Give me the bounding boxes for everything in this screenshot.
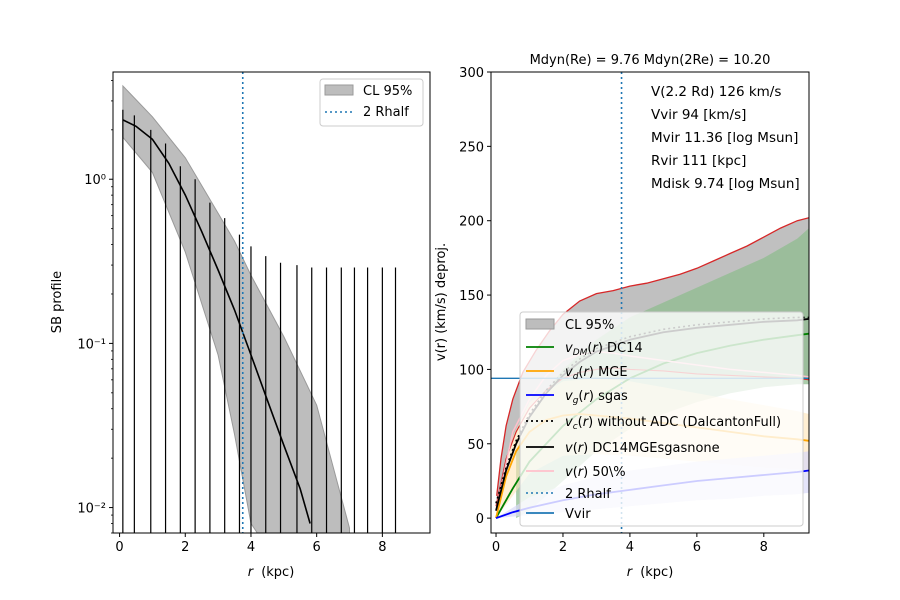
- right-legend-cl-swatch: [525, 318, 555, 330]
- left-legend-cl-label: CL 95%: [363, 84, 412, 99]
- right-x-tick-label: 0: [492, 540, 500, 555]
- left-x-tick-label: 8: [378, 540, 386, 555]
- annotation-mvir: Mvir 11.36 [log Msun]: [651, 130, 798, 146]
- right-legend-rhalf-label: 2 Rhalf: [565, 487, 611, 502]
- right-y-tick-label: 50: [467, 438, 484, 453]
- left-x-tick-label: 4: [247, 540, 255, 555]
- sb-model-line: [122, 119, 311, 524]
- right-title: Mdyn(Re) = 9.76 Mdyn(2Re) = 10.20: [530, 53, 771, 68]
- v-total-upper-line: [496, 217, 809, 496]
- right-x-tick-label: 4: [626, 540, 634, 555]
- sb-confidence-band: [122, 84, 350, 533]
- left-ylabel: SB profile: [50, 271, 65, 333]
- right-legend-box: [519, 311, 804, 527]
- right-legend: CL 95% vDM(r) DC14 vd(r) MGE vg(r) sgas …: [519, 311, 804, 527]
- right-y-tick-label: 100: [459, 363, 484, 378]
- right-legend-total-label: v(r) DC14MGEsgasnone: [565, 441, 720, 456]
- right-legend-vc-label: vc(r) without ADC (DalcantonFull): [565, 415, 781, 432]
- left-xlabel: r (kpc): [248, 565, 295, 580]
- right-y-tick-label: 300: [459, 66, 484, 81]
- annotation-mdisk: Mdisk 9.74 [log Msun]: [651, 176, 800, 192]
- right-legend-dm-label: vDM(r) DC14: [565, 341, 643, 358]
- annotation-rvir: Rvir 111 [kpc]: [651, 153, 746, 169]
- right-x-tick-label: 2: [559, 540, 567, 555]
- right-y-tick-label: 200: [459, 215, 484, 230]
- left-legend: CL 95% 2 Rhalf: [319, 78, 424, 127]
- annotation-v22rd: V(2.2 Rd) 126 km/s: [651, 84, 781, 100]
- right-y-tick-label: 250: [459, 140, 484, 155]
- right-legend-cl-label: CL 95%: [565, 318, 614, 333]
- left-legend-cl-swatch: [324, 84, 354, 96]
- left-y-tick-label: 10⁰: [84, 173, 106, 188]
- right-legend-vvir-label: Vvir: [565, 507, 591, 522]
- left-axes-frame: [112, 71, 431, 534]
- left-plot-content: [122, 72, 397, 533]
- right-legend-disk-label: vd(r) MGE: [565, 365, 628, 382]
- right-x-tick-label: 8: [760, 540, 768, 555]
- right-ylabel: v(r) (km/s) deproj.: [434, 243, 449, 361]
- right-ticks: 0 2 4 6 8 0 50 100 150 200 250 300: [459, 66, 768, 555]
- right-axes-frame: [490, 71, 810, 534]
- left-x-tick-label: 6: [313, 540, 321, 555]
- right-legend-50-label: v(r) 50\%: [565, 465, 626, 480]
- left-panel: 0 2 4 6 8 10⁰ 10⁻¹ 10⁻² r (kpc) SB profile CL 9…: [50, 71, 431, 580]
- right-xlabel: r (kpc): [627, 565, 674, 580]
- right-y-tick-label: 150: [459, 289, 484, 304]
- right-annotations: V(2.2 Rd) 126 km/s Vvir 94 [km/s] Mvir 1…: [651, 84, 800, 192]
- right-y-tick-label: 0: [476, 512, 484, 527]
- left-x-tick-label: 2: [181, 540, 189, 555]
- right-panel: 0 2 4 6 8 0 50 100 150 200 250 300 Mdyn(Re) = 9.76 …: [434, 53, 810, 580]
- right-legend-gas-label: vg(r) sgas: [565, 389, 628, 406]
- left-legend-rhalf-label: 2 Rhalf: [363, 105, 409, 120]
- right-x-tick-label: 6: [693, 540, 701, 555]
- left-ticks: 0 2 4 6 8 10⁰ 10⁻¹ 10⁻²: [77, 79, 387, 555]
- left-y-tick-label: 10⁻¹: [77, 337, 106, 352]
- annotation-vvir: Vvir 94 [km/s]: [651, 107, 746, 123]
- left-x-tick-label: 0: [115, 540, 123, 555]
- left-y-tick-label: 10⁻²: [77, 502, 106, 517]
